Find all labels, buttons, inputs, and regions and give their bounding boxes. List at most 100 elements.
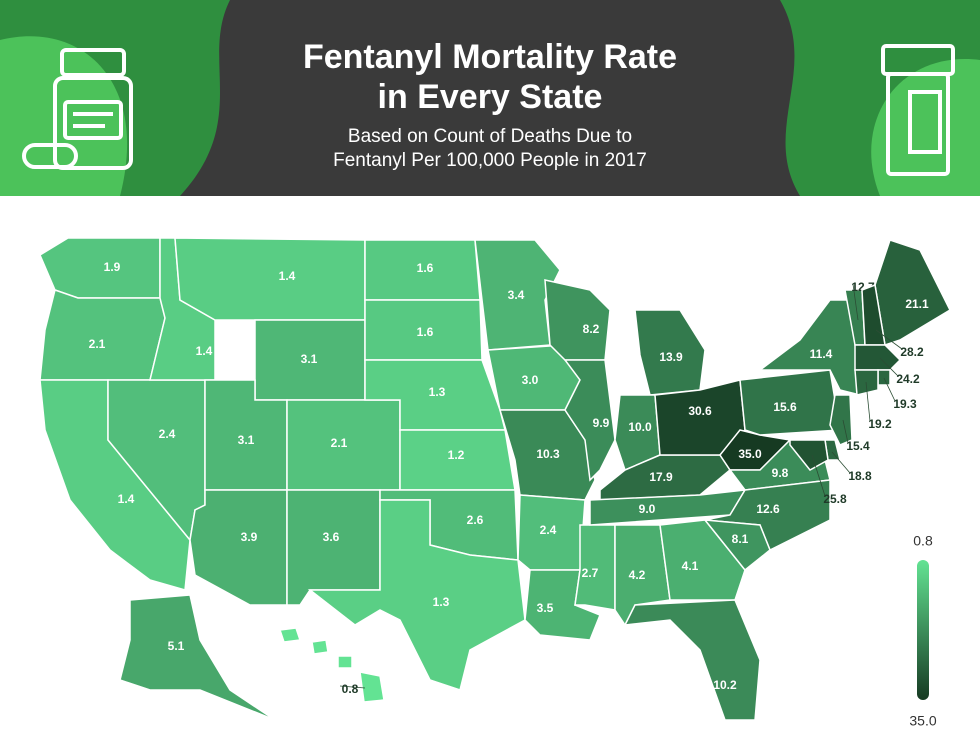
state: 30.6 <box>654 379 746 456</box>
value-label: 15.4 <box>846 439 870 453</box>
state: 21.1 <box>874 239 951 346</box>
leader-line <box>865 381 871 422</box>
state: 4.1 <box>659 519 746 601</box>
value-label: 9.9 <box>593 416 610 430</box>
value-label: 5.1 <box>168 639 185 653</box>
state: 1.2 <box>399 429 516 491</box>
value-label: 10.2 <box>713 678 737 692</box>
legend: 0.8 35.0 <box>909 533 936 729</box>
leader-line <box>852 283 859 321</box>
value-label: 2.4 <box>540 523 557 537</box>
pill-bottle-icon <box>22 48 133 170</box>
state-shape <box>829 394 853 446</box>
jar-icon <box>881 44 955 176</box>
state: 1.6 <box>364 239 481 301</box>
value-label: 1.6 <box>417 261 434 275</box>
us-map: 1.9 2.1 1.4 2.4 1.4 1.4 3.1 3.1 3.9 2.1 3.6 1.6 1.6 1… <box>39 237 951 721</box>
state-shape <box>359 671 385 703</box>
state-shape <box>337 655 353 669</box>
legend-bar <box>917 560 929 700</box>
leader-line <box>879 357 899 377</box>
value-label: 19.3 <box>893 397 917 411</box>
state: 13.9 <box>634 309 706 396</box>
value-label: 13.9 <box>659 350 683 364</box>
leader-line <box>842 419 849 444</box>
value-label: 0.8 <box>342 682 359 696</box>
value-label: 28.2 <box>900 345 924 359</box>
value-label: 2.1 <box>331 436 348 450</box>
value-label: 10.3 <box>536 447 560 461</box>
state: 24.2 <box>854 344 920 386</box>
value-label: 25.8 <box>823 492 847 506</box>
value-label: 3.5 <box>537 601 554 615</box>
state-shape <box>623 599 761 721</box>
leader-line <box>875 329 903 350</box>
state-shape <box>854 369 879 396</box>
value-label: 1.4 <box>118 492 135 506</box>
state: 10.2 <box>623 599 761 721</box>
state-shape <box>39 237 161 299</box>
state: 15.4 <box>829 394 870 453</box>
value-label: 21.1 <box>905 297 929 311</box>
leaf <box>871 59 980 196</box>
value-label: 19.2 <box>868 417 892 431</box>
state: 0.8 <box>278 627 385 703</box>
state-shape <box>278 627 302 643</box>
leader-line <box>811 454 826 497</box>
state-shape <box>877 369 891 386</box>
value-label: 10.0 <box>628 420 652 434</box>
state-shape <box>874 239 951 346</box>
value-label: 2.1 <box>89 337 106 351</box>
value-label: 1.9 <box>104 260 121 274</box>
state: 1.3 <box>307 499 526 691</box>
value-label: 3.1 <box>301 352 318 366</box>
value-label: 9.8 <box>772 466 789 480</box>
state: 15.6 <box>739 369 841 436</box>
legend-label: 35.0 <box>909 713 936 729</box>
state: 2.1 <box>39 289 166 381</box>
state: 3.4 <box>474 239 561 351</box>
state: 1.6 <box>364 299 483 361</box>
value-label: 12.6 <box>756 502 780 516</box>
title: in Every State <box>378 78 603 116</box>
value-label: 3.0 <box>522 373 539 387</box>
value-label: 9.0 <box>639 502 656 516</box>
state: 25.8 <box>789 439 847 506</box>
leader-line <box>339 685 366 689</box>
value-label: 24.2 <box>896 372 920 386</box>
state: 11.4 <box>757 299 866 396</box>
state: 1.4 <box>174 237 366 321</box>
state: 2.1 <box>286 399 401 491</box>
title: Fentanyl Mortality Rate <box>303 38 677 76</box>
state: 3.9 <box>189 489 288 606</box>
state: 3.1 <box>254 319 366 401</box>
state-shape <box>544 279 611 361</box>
state-shape <box>854 344 902 371</box>
value-label: 3.6 <box>323 530 340 544</box>
value-label: 2.7 <box>582 566 599 580</box>
state-shape <box>39 289 166 381</box>
value-label: 17.9 <box>649 470 673 484</box>
value-label: 35.0 <box>738 447 762 461</box>
value-label: 18.8 <box>848 469 872 483</box>
value-label: 1.3 <box>429 385 446 399</box>
subtitle: Fentanyl Per 100,000 People in 2017 <box>333 150 647 171</box>
state: 12.7 <box>844 280 875 346</box>
state-shape <box>739 369 841 436</box>
value-label: 1.6 <box>417 325 434 339</box>
value-label: 2.4 <box>159 427 176 441</box>
header: Fentanyl Mortality Rate in Every State B… <box>0 0 980 197</box>
value-label: 1.3 <box>433 595 450 609</box>
state-shape <box>119 594 276 721</box>
state: 1.9 <box>39 237 161 299</box>
state-shape <box>703 519 771 572</box>
value-label: 4.2 <box>629 568 646 582</box>
value-label: 3.4 <box>508 288 525 302</box>
legend-label: 0.8 <box>913 533 933 549</box>
value-label: 11.4 <box>810 347 833 361</box>
state: 35.0 <box>719 429 792 471</box>
state: 2.4 <box>517 494 586 571</box>
state: 3.5 <box>524 569 601 641</box>
